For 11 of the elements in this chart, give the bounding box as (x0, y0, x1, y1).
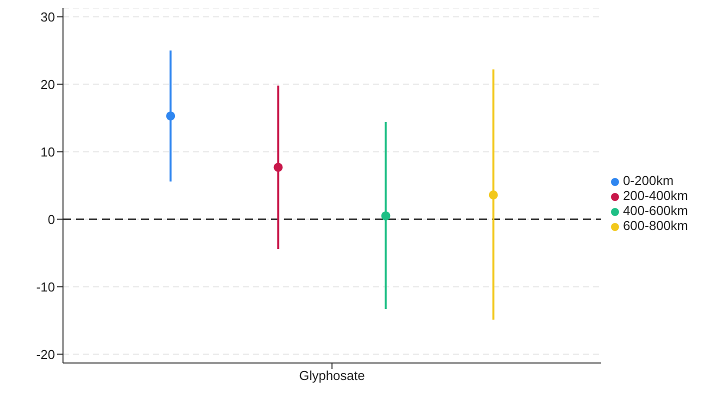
y-tick-label: -20 (36, 346, 55, 362)
legend-label: 400-600km (622, 203, 688, 218)
y-tick-label: 10 (40, 144, 55, 160)
legend-label: 600-800km (622, 218, 688, 233)
legend-label: 0-200km (622, 173, 674, 188)
y-tick-label: 20 (40, 76, 55, 92)
y-tick-label: 0 (48, 212, 55, 227)
y-tick-label: 30 (40, 9, 55, 24)
legend-label: 200-400km (622, 188, 688, 203)
x-tick-label: Glyphosate (299, 368, 365, 384)
y-tick-label: -10 (36, 279, 55, 294)
